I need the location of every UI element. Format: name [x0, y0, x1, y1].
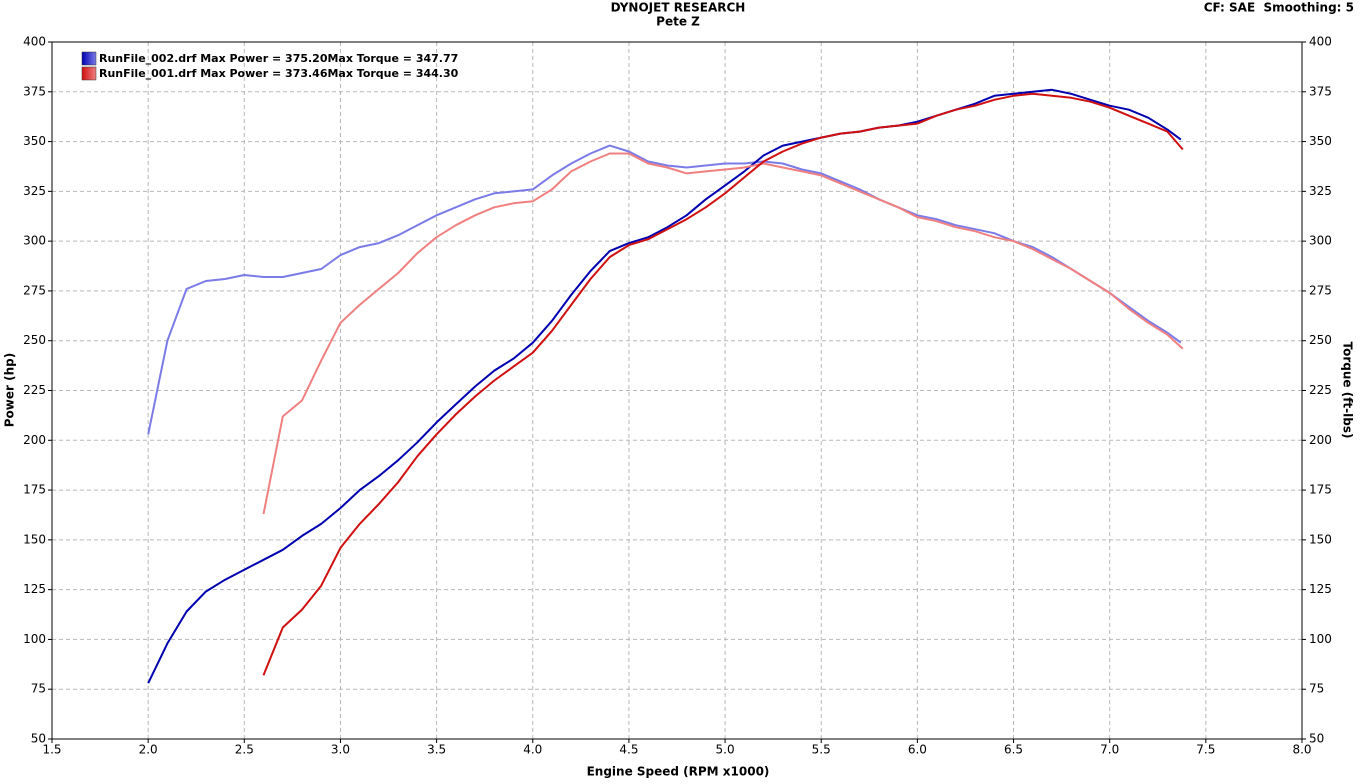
x-tick-label: 4.5 — [619, 743, 638, 757]
x-tick-label: 7.0 — [1100, 743, 1119, 757]
x-tick-label: 8.0 — [1292, 743, 1311, 757]
y2-tick-label: 300 — [1309, 234, 1332, 248]
chart-title: DYNOJET RESEARCH — [611, 1, 746, 15]
x-tick-label: 6.0 — [908, 743, 927, 757]
y-tick-label: 275 — [23, 283, 46, 297]
y-tick-label: 375 — [23, 84, 46, 98]
y2-tick-label: 100 — [1309, 632, 1332, 646]
y-tick-label: 125 — [23, 582, 46, 596]
y2-tick-label: 75 — [1309, 682, 1324, 696]
x-tick-label: 5.5 — [812, 743, 831, 757]
y-tick-label: 325 — [23, 184, 46, 198]
y2-tick-label: 325 — [1309, 184, 1332, 198]
y2-tick-label: 250 — [1309, 333, 1332, 347]
y-tick-label: 225 — [23, 383, 46, 397]
x-tick-label: 3.0 — [331, 743, 350, 757]
y2-tick-label: 375 — [1309, 84, 1332, 98]
x-tick-label: 1.5 — [42, 743, 61, 757]
legend-swatch — [81, 66, 97, 81]
x-tick-label: 5.0 — [716, 743, 735, 757]
x-tick-label: 4.0 — [523, 743, 542, 757]
y-tick-label: 250 — [23, 333, 46, 347]
corner-note: CF: SAE Smoothing: 5 — [1204, 1, 1354, 15]
y-tick-label: 100 — [23, 632, 46, 646]
y-axis-label: Power (hp) — [3, 353, 17, 427]
x-tick-label: 2.5 — [235, 743, 254, 757]
y2-axis-label: Torque (ft-lbs) — [1341, 342, 1355, 439]
y-tick-label: 200 — [23, 433, 46, 447]
y2-tick-label: 400 — [1309, 35, 1332, 49]
torque-line — [262, 152, 1184, 515]
y-tick-label: 400 — [23, 35, 46, 49]
y-tick-label: 350 — [23, 134, 46, 148]
y2-tick-label: 275 — [1309, 283, 1332, 297]
x-tick-label: 6.5 — [1004, 743, 1023, 757]
y2-tick-label: 350 — [1309, 134, 1332, 148]
y-tick-label: 175 — [23, 483, 46, 497]
y2-tick-label: 125 — [1309, 582, 1332, 596]
x-tick-label: 7.5 — [1196, 743, 1215, 757]
x-tick-label: 2.0 — [139, 743, 158, 757]
y2-tick-label: 175 — [1309, 483, 1332, 497]
y-tick-label: 50 — [31, 732, 46, 746]
y2-tick-label: 225 — [1309, 383, 1332, 397]
legend-label: RunFile_002.drf Max Power = 375.20Max To… — [99, 52, 458, 65]
power-line — [262, 92, 1184, 676]
legend-label: RunFile_001.drf Max Power = 373.46Max To… — [99, 67, 459, 80]
y-tick-label: 150 — [23, 532, 46, 546]
x-tick-label: 3.5 — [427, 743, 446, 757]
y2-tick-label: 200 — [1309, 433, 1332, 447]
plot-frame — [51, 41, 1303, 740]
chart-subtitle: Pete Z — [656, 15, 700, 29]
y2-tick-label: 50 — [1309, 732, 1324, 746]
y-tick-label: 300 — [23, 234, 46, 248]
power-line — [147, 88, 1182, 684]
legend-swatch — [81, 51, 97, 66]
y2-tick-label: 150 — [1309, 532, 1332, 546]
x-axis-label: Engine Speed (RPM x1000) — [587, 765, 770, 779]
y-tick-label: 75 — [31, 682, 46, 696]
